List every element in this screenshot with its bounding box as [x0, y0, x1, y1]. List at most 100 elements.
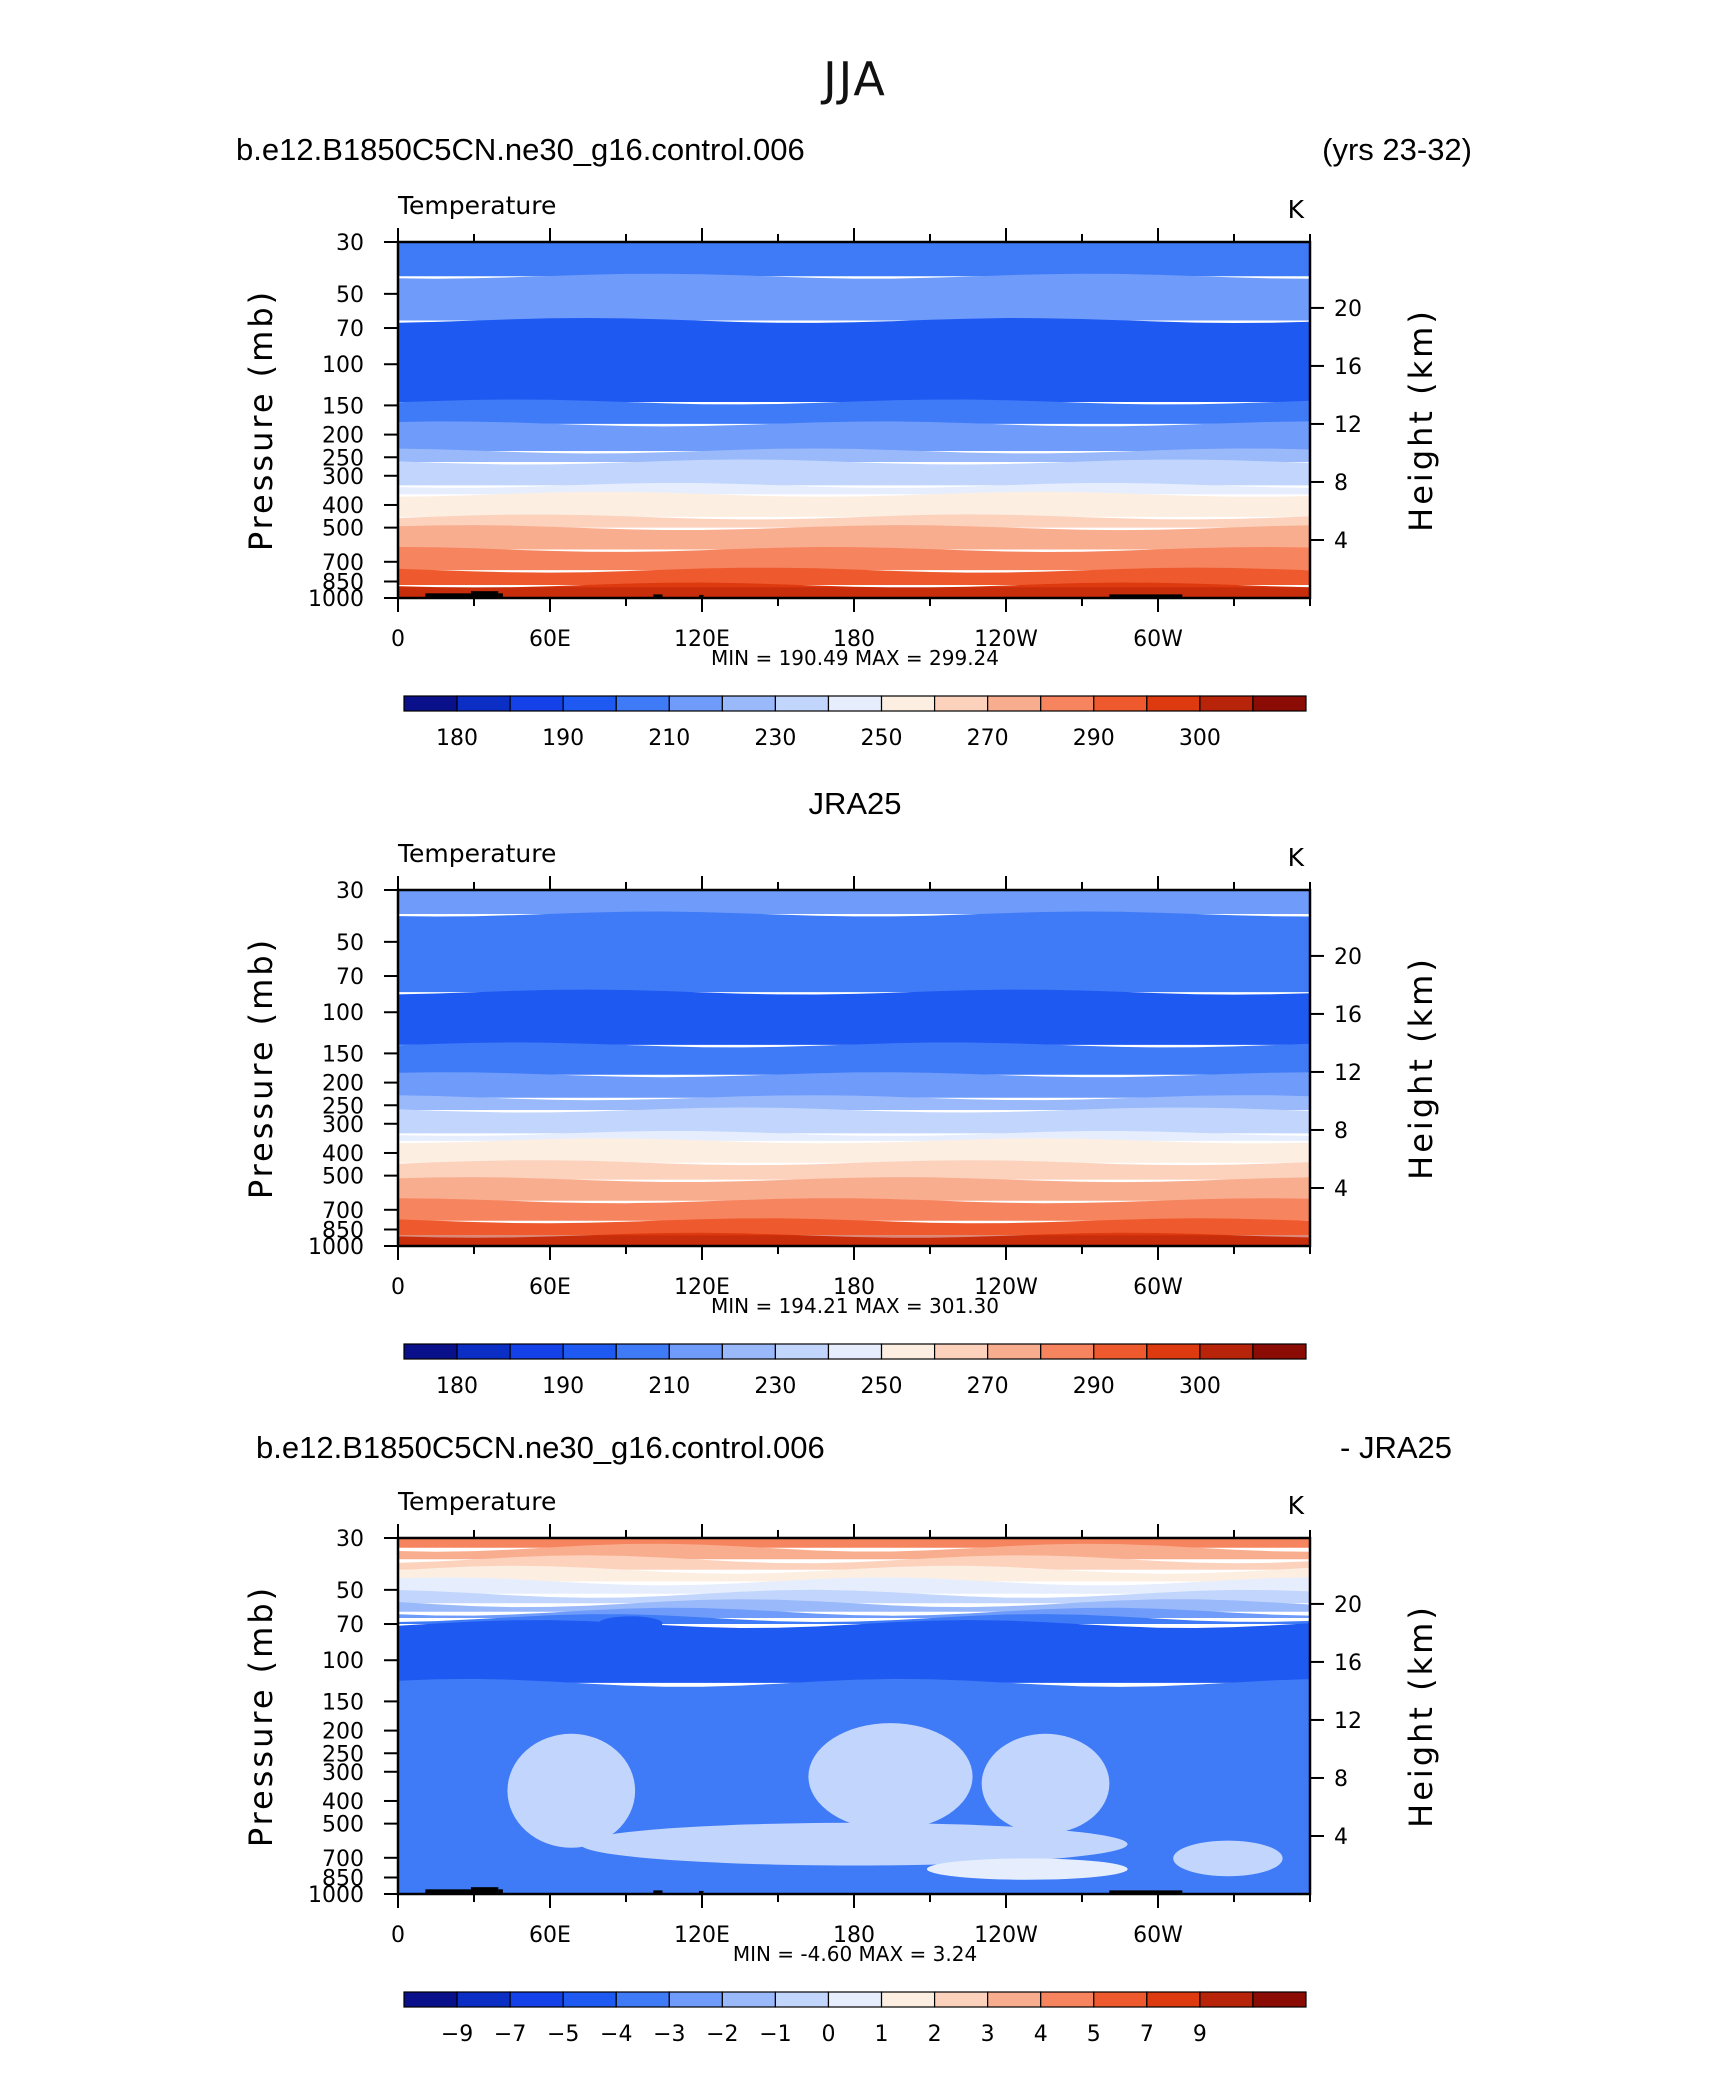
h-tick-label: 4	[1334, 1177, 1348, 1202]
colorbar-label: 0	[821, 2022, 835, 2047]
variable-label: Temperature	[397, 839, 556, 868]
contour-band	[398, 890, 1310, 914]
contour-bands	[398, 890, 1310, 1246]
colorbar-label: 300	[1179, 1374, 1221, 1399]
contour-patch	[981, 1733, 1110, 1834]
colorbar-label: 3	[981, 2022, 995, 2047]
stats-label: MIN = -4.60 MAX = 3.24	[733, 1942, 977, 1966]
contour-patch	[580, 1822, 1128, 1866]
colorbar-box	[1146, 1991, 1201, 2008]
colorbar-box	[933, 695, 989, 712]
h-tick-label: 16	[1334, 1003, 1362, 1028]
x-tick-label: 60E	[529, 627, 571, 652]
colorbar-box	[1252, 695, 1307, 712]
colorbar-label: −4	[600, 2022, 632, 2047]
x-tick-label: 180	[833, 1923, 875, 1948]
colorbar-box	[880, 1991, 936, 2008]
units-label: K	[1288, 1491, 1305, 1520]
colorbar-box	[1093, 695, 1148, 712]
x-tick-label: 60W	[1133, 1923, 1183, 1948]
colorbar-box	[827, 1991, 883, 2008]
colorbar-label: 270	[967, 1374, 1009, 1399]
x-tick-label: 180	[833, 1275, 875, 1300]
colorbar-label: 4	[1034, 2022, 1048, 2047]
p-tick-label: 50	[336, 1579, 364, 1604]
p-tick-label: 300	[322, 465, 364, 490]
h-tick-label: 16	[1334, 1651, 1362, 1676]
p-tick-label: 250	[322, 446, 364, 471]
variable-label: Temperature	[397, 1487, 556, 1516]
colorbar-box	[1199, 695, 1254, 712]
x-tick-label: 60E	[529, 1275, 571, 1300]
colorbar-box	[1252, 1343, 1307, 1360]
p-tick-label: 300	[322, 1113, 364, 1138]
colorbar: −9 −7 −5 −4 −3 −2 −1 0 1 2 3 4 5 7 9	[403, 1991, 1307, 2047]
contour-band	[398, 459, 1310, 486]
p-tick-label: 250	[322, 1094, 364, 1119]
colorbar-box	[880, 1343, 936, 1360]
colorbar-label: 9	[1193, 2022, 1207, 2047]
p-tick-label: 400	[322, 494, 364, 519]
colorbar-box	[827, 695, 883, 712]
p-tick-label: 850	[322, 1867, 364, 1892]
p-tick-label: 850	[322, 571, 364, 596]
p-tick-label: 400	[322, 1790, 364, 1815]
colorbar: 180 190 210 230 250 270 290 300	[403, 695, 1307, 751]
h-tick-label: 8	[1334, 471, 1348, 496]
p-tick-label: 1000	[308, 587, 364, 612]
contour-band	[398, 1042, 1310, 1075]
contour-band	[398, 1198, 1310, 1221]
h-tick-label: 12	[1334, 413, 1362, 438]
contour-band	[398, 567, 1310, 585]
panel3-title-left: b.e12.B1850C5CN.ne30_g16.control.006	[256, 1430, 825, 1465]
contour-band	[398, 1565, 1310, 1582]
p-tick-label: 850	[322, 1219, 364, 1244]
panel-1: 0 60E 120E 180 120W 60W3050701001502002503004…	[242, 191, 1440, 751]
h-tick-label: 20	[1334, 1593, 1362, 1618]
contour-band	[398, 491, 1310, 517]
colorbar-label: 250	[861, 1374, 903, 1399]
p-tick-label: 70	[336, 317, 364, 342]
contour-patch	[507, 1733, 636, 1848]
colorbar-box	[721, 695, 777, 712]
contour-band	[398, 911, 1310, 993]
colorbar-box	[562, 1343, 617, 1360]
topography-mask	[653, 1890, 663, 1894]
contour-patch	[808, 1723, 973, 1830]
colorbar-label: 180	[436, 1374, 478, 1399]
p-tick-label: 200	[322, 1720, 364, 1745]
contour-band	[398, 1131, 1310, 1141]
x-tick-label: 60W	[1133, 1275, 1183, 1300]
contour-band	[398, 1543, 1310, 1560]
x-tick-label: 120W	[974, 1923, 1038, 1948]
figure-title: JJA	[823, 52, 887, 106]
colorbar-box	[1146, 1343, 1201, 1360]
colorbar-label: 210	[648, 1374, 690, 1399]
colorbar-box	[1252, 1991, 1307, 2008]
p-tick-label: 50	[336, 931, 364, 956]
h-tick-label: 4	[1334, 1825, 1348, 1850]
contour-band	[398, 1160, 1310, 1180]
p-tick-label: 500	[322, 1813, 364, 1838]
panel-3: 0 60E 120E 180 120W 60W3050701001502002503004…	[242, 1487, 1440, 2047]
topography-mask	[698, 1890, 704, 1894]
contour-band	[398, 547, 1310, 571]
colorbar-box	[1199, 1343, 1254, 1360]
colorbar-box	[1199, 1991, 1254, 2008]
colorbar-box	[1093, 1343, 1148, 1360]
colorbar-box	[827, 1343, 883, 1360]
colorbar-box	[987, 1343, 1042, 1360]
p-tick-label: 1000	[308, 1883, 364, 1908]
colorbar-box	[403, 1343, 458, 1360]
x-tick-label: 60W	[1133, 627, 1183, 652]
colorbar-box	[562, 1991, 617, 2008]
colorbar-box	[403, 695, 458, 712]
colorbar-box	[615, 695, 670, 712]
contour-bands	[398, 242, 1310, 598]
y-axis-label-left: Pressure (mb)	[242, 937, 280, 1199]
colorbar-box	[1040, 1343, 1095, 1360]
contour-band	[398, 273, 1310, 321]
colorbar-label: 300	[1179, 726, 1221, 751]
h-tick-label: 20	[1334, 297, 1362, 322]
